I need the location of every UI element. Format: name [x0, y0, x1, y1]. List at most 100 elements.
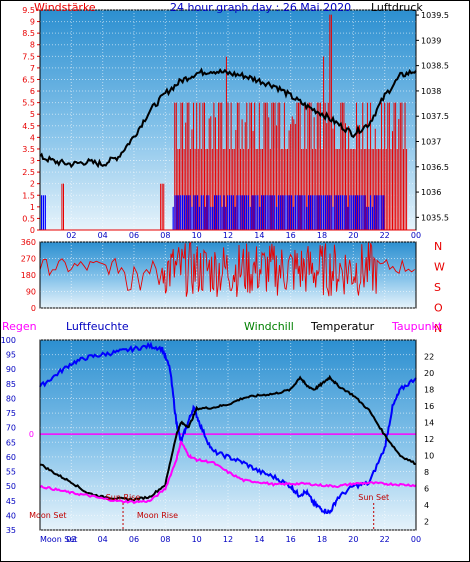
- temp-tick-label: 14: [424, 419, 434, 428]
- moon-set-tick-label: Moon Set: [40, 535, 77, 544]
- temp-tick-label: 10: [424, 452, 434, 461]
- right-tick-label: 1035.5: [421, 213, 449, 222]
- right-tick-label: 1037.5: [421, 112, 449, 121]
- x-tick-label: 02: [66, 231, 76, 240]
- right-tick-label: 1039: [421, 36, 441, 45]
- temp-tick-label: 12: [424, 435, 434, 444]
- left-tick-label: 8: [30, 41, 35, 50]
- x-tick-label: 08: [160, 231, 170, 240]
- compass-label: N: [434, 240, 442, 253]
- luftdruck-label: Luftdruck: [371, 1, 423, 14]
- astro-annotation: Moon Rise: [137, 511, 178, 520]
- x-tick-label: 22: [380, 231, 390, 240]
- right-tick-label: 1039.5: [421, 11, 449, 20]
- humidity-tick-label: 85: [6, 380, 16, 389]
- compass-label: S: [434, 281, 441, 294]
- x-tick-label: 02: [66, 535, 76, 544]
- left-tick-label: 3.5: [22, 145, 35, 154]
- series-taupunkt: [39, 440, 417, 505]
- taupunkt-label: Taupunkt: [391, 320, 443, 333]
- left-tick-label: 1: [30, 203, 35, 212]
- x-tick-label: 20: [348, 231, 358, 240]
- right-tick-label: 1037: [421, 137, 441, 146]
- x-tick-label: 14: [254, 535, 264, 544]
- dir-tick-label: 90: [26, 288, 36, 297]
- left-tick-label: 0: [30, 226, 35, 235]
- left-tick-label: 7.5: [22, 52, 35, 61]
- series-temperatur: [39, 374, 417, 502]
- left-tick-label: 6: [30, 87, 35, 96]
- compass-label: W: [434, 261, 445, 274]
- regen-label: Regen: [2, 320, 37, 333]
- x-tick-label: 16: [286, 535, 296, 544]
- humidity-tick-label: 45: [6, 497, 16, 506]
- humidity-tick-label: 70: [6, 424, 16, 433]
- astro-annotation: Moon Set: [29, 511, 66, 520]
- x-tick-label: 10: [192, 535, 202, 544]
- x-tick-label: 04: [98, 535, 108, 544]
- dir-tick-label: 270: [21, 255, 36, 264]
- humidity-tick-label: 50: [6, 482, 16, 491]
- x-tick-label: 06: [129, 535, 139, 544]
- wind-direction-line: [39, 242, 415, 297]
- left-tick-label: 3: [30, 157, 35, 166]
- left-tick-label: 9.5: [22, 6, 35, 15]
- x-tick-label: 18: [317, 535, 327, 544]
- left-tick-label: 9: [30, 18, 35, 27]
- x-tick-label: 22: [380, 535, 390, 544]
- temp-tick-label: 20: [424, 369, 434, 378]
- compass-label: O: [434, 302, 443, 315]
- left-tick-label: 2: [30, 180, 35, 189]
- left-tick-label: 5: [30, 110, 35, 119]
- series-luftfeuchte: [39, 341, 417, 515]
- humidity-tick-label: 90: [6, 365, 16, 374]
- temperatur-label: Temperatur: [310, 320, 375, 333]
- temp-tick-label: 16: [424, 402, 434, 411]
- right-tick-label: 1036: [421, 188, 441, 197]
- pressure-line: [39, 67, 417, 169]
- x-tick-label: 04: [98, 231, 108, 240]
- windchill-label: Windchill: [244, 320, 294, 333]
- temp-tick-label: 22: [424, 353, 434, 362]
- x-tick-label: 00: [411, 535, 421, 544]
- humidity-tick-label: 55: [6, 468, 16, 477]
- rain-zero-label: 0: [29, 430, 34, 439]
- x-tick-label: 06: [129, 231, 139, 240]
- dir-tick-label: 180: [21, 271, 36, 280]
- chart-axes: 0 0.5 1 1.5 2 2.5 3 3.5 4 4.5 5 5.5 6 6.5 7 7.5 8 8.5 9 9.5…: [1, 6, 449, 544]
- humidity-tick-label: 80: [6, 394, 16, 403]
- dir-tick-label: 0: [31, 304, 36, 313]
- temp-tick-label: 18: [424, 386, 434, 395]
- compass-label: N: [434, 322, 442, 335]
- left-tick-label: 4: [30, 133, 35, 142]
- chart-series: [39, 67, 417, 515]
- x-tick-label: 12: [223, 231, 233, 240]
- humidity-tick-label: 60: [6, 453, 16, 462]
- left-tick-label: 8.5: [22, 29, 35, 38]
- x-tick-label: 10: [192, 231, 202, 240]
- left-tick-label: 2.5: [22, 168, 35, 177]
- temp-tick-label: 4: [424, 501, 429, 510]
- x-tick-label: 18: [317, 231, 327, 240]
- x-tick-label: 00: [411, 231, 421, 240]
- left-tick-label: 5.5: [22, 99, 35, 108]
- left-tick-label: 4.5: [22, 122, 35, 131]
- humidity-tick-label: 100: [1, 336, 16, 345]
- temp-tick-label: 6: [424, 485, 429, 494]
- humidity-tick-label: 75: [6, 409, 16, 418]
- left-tick-label: 6.5: [22, 75, 35, 84]
- temp-tick-label: 2: [424, 518, 429, 527]
- x-tick-label: 14: [254, 231, 264, 240]
- left-tick-label: 7: [30, 64, 35, 73]
- humidity-tick-label: 35: [6, 526, 16, 535]
- right-tick-label: 1036.5: [421, 163, 449, 172]
- right-tick-label: 1038.5: [421, 62, 449, 71]
- luftfeuchte-label: Luftfeuchte: [66, 320, 129, 333]
- astro-annotation: Sun Rise: [106, 493, 141, 502]
- x-tick-label: 12: [223, 535, 233, 544]
- temp-tick-label: 8: [424, 468, 429, 477]
- left-tick-label: 0.5: [22, 214, 35, 223]
- x-tick-label: 08: [160, 535, 170, 544]
- windstaerke-label: Windstärke: [34, 1, 96, 14]
